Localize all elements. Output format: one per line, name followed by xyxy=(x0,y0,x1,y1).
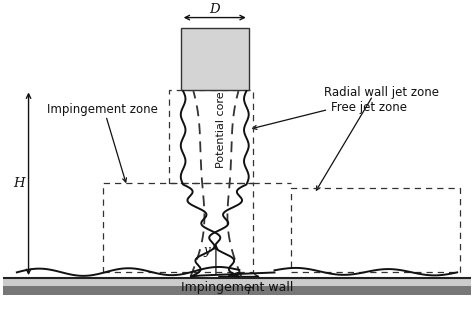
Text: Impingement zone: Impingement zone xyxy=(47,103,158,116)
Text: y: y xyxy=(204,244,210,257)
Text: Radial wall jet zone: Radial wall jet zone xyxy=(324,86,438,99)
Text: D: D xyxy=(210,3,220,16)
Bar xyxy=(3,278,471,286)
Text: H: H xyxy=(13,177,25,190)
Text: Pipe: Pipe xyxy=(201,52,229,65)
Bar xyxy=(181,28,249,89)
Text: Potential core: Potential core xyxy=(216,92,226,168)
Text: Impingement wall: Impingement wall xyxy=(181,282,293,295)
Bar xyxy=(3,278,471,295)
Text: r: r xyxy=(246,284,252,297)
Text: Free jet zone: Free jet zone xyxy=(331,101,407,114)
